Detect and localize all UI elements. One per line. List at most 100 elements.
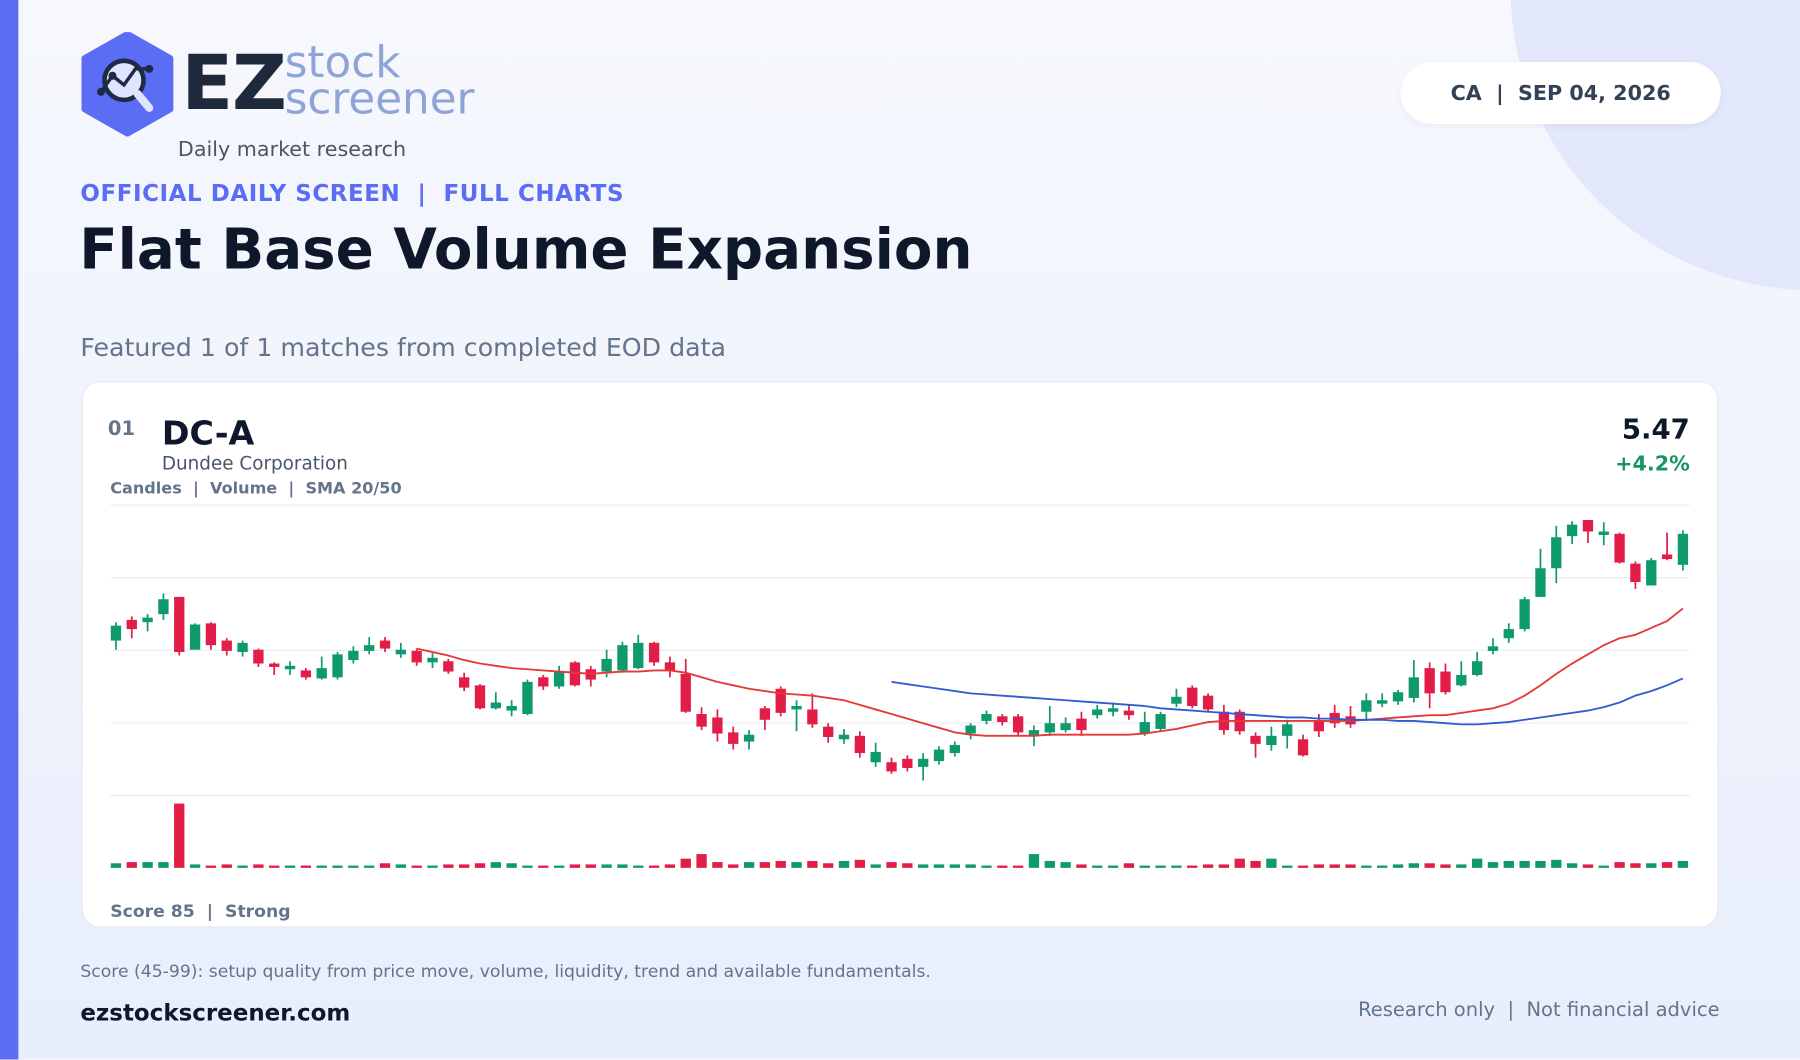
candle-body (427, 657, 438, 663)
candle-body (870, 751, 881, 763)
candle-body (1155, 714, 1166, 729)
volume-bar (743, 862, 755, 868)
candle-body (205, 623, 217, 646)
volume-bar (1646, 863, 1657, 868)
candle-body (1139, 722, 1150, 734)
volume-bar (823, 863, 834, 868)
volume-bar (474, 863, 486, 868)
volume-bar (633, 865, 644, 868)
brand-bottom: screener (284, 73, 475, 124)
candle-body (300, 670, 312, 678)
volume-bar (427, 865, 438, 868)
volume-bar (569, 864, 581, 868)
volume-bar (585, 864, 596, 868)
volume-bar (1313, 864, 1325, 868)
candle-body (1012, 716, 1024, 733)
candle-body (1392, 692, 1404, 702)
volume-bar (269, 865, 280, 868)
candle-body (1456, 675, 1467, 686)
volume-bar (522, 865, 533, 868)
candle-body (174, 596, 185, 653)
volume-bar (1044, 860, 1055, 868)
volume-bar (126, 862, 137, 868)
site: ezstockscreener.com (80, 998, 351, 1027)
score: Score 85 | Strong (110, 901, 291, 922)
candle-body (1297, 739, 1309, 756)
volume-bar (1661, 862, 1673, 868)
candle-body (648, 642, 660, 663)
price: 5.47 (1621, 413, 1690, 446)
candle-body (284, 665, 296, 670)
volume-bar (696, 854, 707, 868)
volume-bar (1187, 865, 1198, 868)
candle-body (269, 663, 280, 667)
candle-body (807, 709, 818, 725)
badge: CA | SEP 04, 2026 (1400, 61, 1721, 124)
volume-bar (918, 864, 929, 868)
volume-bar (807, 860, 818, 868)
volume-bar (490, 862, 501, 868)
candle-body (854, 735, 866, 754)
volume-bar (1392, 864, 1404, 868)
company-name: Dundee Corporation (161, 452, 348, 475)
candle-body (1503, 629, 1514, 639)
volume-bar (189, 864, 201, 868)
volume-bar (110, 863, 122, 868)
candle-body (775, 688, 786, 713)
candle-body (1171, 696, 1182, 704)
volume-bar (1377, 865, 1388, 868)
volume-bar (1060, 862, 1071, 868)
volume-bar (1345, 864, 1356, 868)
volume-bar (1028, 854, 1040, 868)
volume-bar (158, 862, 169, 868)
candle-body (1060, 723, 1071, 731)
volume-bar (870, 864, 881, 868)
candle-body (1551, 537, 1562, 569)
volume-bar (1123, 863, 1135, 868)
candle-body (1519, 599, 1530, 630)
volume-bar (553, 865, 565, 868)
candle-body (1028, 730, 1040, 736)
candle-body (1092, 709, 1103, 716)
volume-bar (1297, 865, 1309, 868)
rank: 01 (107, 417, 136, 441)
volume-bar (1234, 858, 1245, 868)
volume-bar (538, 865, 549, 868)
candle-body (617, 645, 628, 671)
candle-body (965, 725, 976, 734)
volume-bar (981, 865, 992, 868)
candle-body (981, 714, 992, 721)
candle-body (1471, 661, 1483, 676)
volume-bar (411, 865, 422, 868)
volume-bar (1408, 863, 1420, 868)
volume-bar (1503, 860, 1514, 868)
volume-bar (253, 864, 264, 868)
volume-bar (838, 860, 850, 868)
volume-bar (1424, 863, 1435, 868)
candle-body (395, 649, 407, 655)
candle-body (918, 758, 929, 767)
title: Flat Base Volume Expansion (79, 216, 973, 283)
candle-body (1408, 677, 1420, 698)
volume-bar (1155, 865, 1166, 868)
kicker: OFFICIAL DAILY SCREEN | FULL CHARTS (80, 179, 625, 207)
volume-bar (997, 865, 1008, 868)
candle-body (838, 734, 850, 740)
candle-body (759, 708, 771, 720)
volume-bar (664, 864, 676, 868)
candle-body (1487, 646, 1499, 651)
candle-body (379, 640, 391, 649)
change: +4.2% (1615, 452, 1690, 477)
candle-body (1377, 700, 1388, 704)
candle-body (332, 654, 343, 678)
candle-body (348, 650, 359, 661)
volume-bar (1566, 863, 1578, 868)
volume-bar (1171, 865, 1182, 868)
candle-body (316, 668, 327, 679)
candle-body (1044, 723, 1055, 733)
candle-body (189, 624, 201, 650)
candle-body (712, 717, 723, 734)
volume-bar (1250, 860, 1261, 868)
volume-bar (728, 864, 739, 868)
